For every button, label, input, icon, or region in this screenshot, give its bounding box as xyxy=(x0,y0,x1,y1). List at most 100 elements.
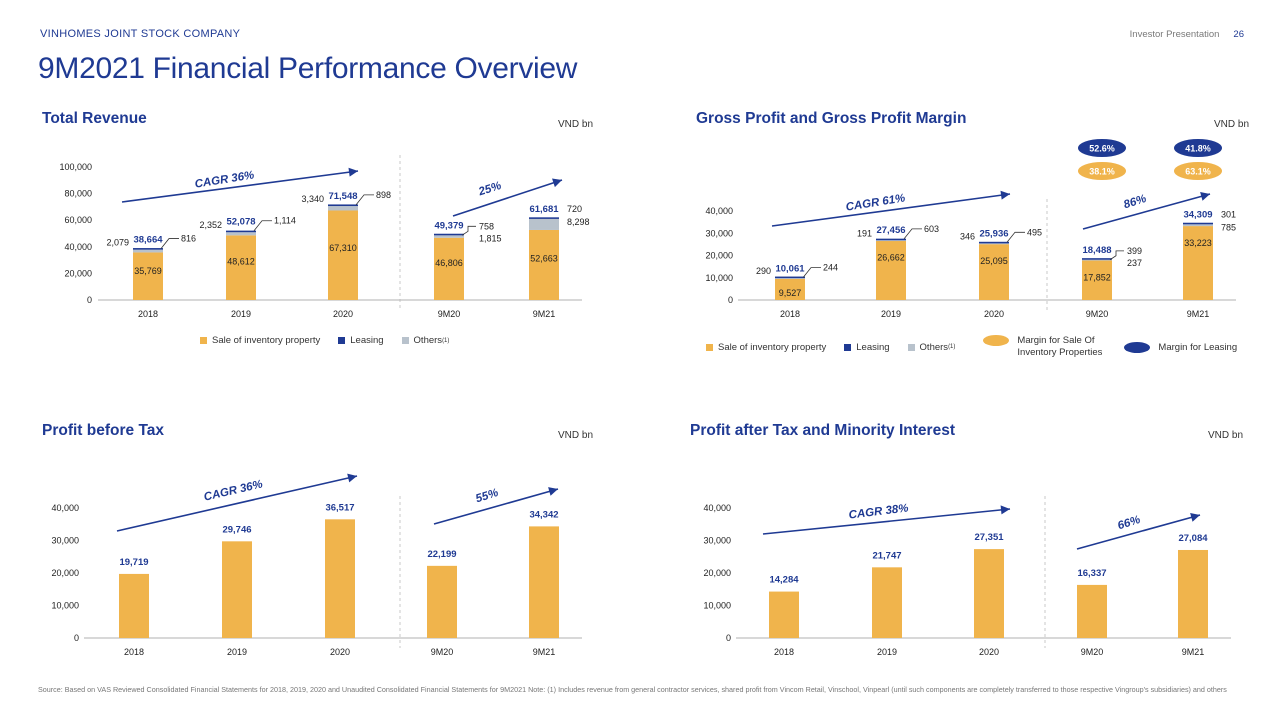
revenue-leasing-label: 1,114 xyxy=(274,216,296,226)
gross-bar-leasing xyxy=(979,241,1009,244)
pat-growth-label: 66% xyxy=(1116,514,1142,533)
revenue-total-label: 49,379 xyxy=(434,220,463,231)
pat-xtick: 9M21 xyxy=(1182,647,1205,657)
gross-title: Gross Profit and Gross Profit Margin xyxy=(696,110,967,127)
legend-leasing-swatch-2 xyxy=(844,343,852,351)
pat-ytick: 30,000 xyxy=(703,536,731,546)
pat-bar xyxy=(872,567,902,638)
revenue-total-label: 38,664 xyxy=(133,235,163,246)
pbt-xtick: 2020 xyxy=(330,647,350,657)
revenue-growth-arrow-line xyxy=(121,170,359,203)
gross-bar-leasing xyxy=(1183,222,1213,225)
gross-leasing-label: 244 xyxy=(823,263,838,273)
revenue-sale-label: 35,769 xyxy=(134,266,162,276)
gross-leasing-leader xyxy=(1109,250,1124,261)
legend-others-2: Others (1) xyxy=(907,341,956,353)
margin-leasing-oval xyxy=(1078,139,1126,157)
gross-others-label: 346 xyxy=(960,231,975,241)
gross-total-label: 34,309 xyxy=(1183,210,1212,221)
pat-bar xyxy=(1077,584,1107,638)
revenue-bar-sale xyxy=(434,237,464,300)
gross-bar-leasing xyxy=(775,276,805,279)
gross-bar-leasing xyxy=(876,238,906,241)
pat-bar xyxy=(1178,549,1208,638)
margin-sale-value: 38.1% xyxy=(1089,167,1115,177)
revenue-ytick: 40,000 xyxy=(64,242,92,252)
legend-margin-leasing: Margin for Leasing xyxy=(1124,341,1237,353)
gross-leasing-leader xyxy=(903,228,922,240)
pbt-bar xyxy=(529,526,559,638)
gross-total-label: 25,936 xyxy=(979,228,1008,239)
revenue-xtick: 2019 xyxy=(231,309,251,319)
legend-sale-2: Sale of inventory property xyxy=(706,342,826,353)
revenue-legend: Sale of inventory property Leasing Other… xyxy=(200,335,467,346)
gross-sale-label: 25,095 xyxy=(980,256,1008,266)
pbt-bar xyxy=(325,519,355,638)
legend-sale-label-2: Sale of inventory property xyxy=(718,341,827,353)
pat-ytick: 40,000 xyxy=(703,503,731,513)
pbt-growth-arrow-line xyxy=(433,488,559,525)
pbt-bar xyxy=(427,565,457,638)
gross-sale-label: 33,223 xyxy=(1184,238,1212,248)
gross-leasing-leader xyxy=(1006,231,1025,243)
pat-unit: VND bn xyxy=(1208,430,1244,441)
revenue-leasing-label: 816 xyxy=(181,234,196,244)
gross-total-label: 10,061 xyxy=(775,264,805,275)
legend-sale: Sale of inventory property xyxy=(200,335,320,346)
revenue-ytick: 60,000 xyxy=(64,215,92,225)
legend-leasing-label: Leasing xyxy=(350,335,384,346)
presentation-name: Investor Presentation xyxy=(1129,29,1220,40)
legend-margin-sale-line1: Margin for Sale Of xyxy=(1017,335,1095,346)
pat-ytick: 20,000 xyxy=(703,568,731,578)
revenue-total-label: 71,548 xyxy=(328,191,357,202)
revenue-others-label: 3,340 xyxy=(301,194,324,204)
legend-others-label-2: Others xyxy=(919,341,949,353)
revenue-xtick: 2018 xyxy=(138,309,158,319)
revenue-bar-leasing xyxy=(133,248,163,250)
gross-growth-arrow-head xyxy=(1000,190,1010,200)
gross-xtick: 2020 xyxy=(984,309,1004,319)
gross-growth-arrow-head xyxy=(1200,192,1210,201)
pat-bar xyxy=(769,591,799,638)
gross-growth-label: 86% xyxy=(1122,193,1148,212)
legend-margin-sale-swatch xyxy=(983,335,1010,346)
legend-leasing: Leasing xyxy=(338,335,384,346)
pat-ytick: 10,000 xyxy=(703,601,731,611)
gross-sale-label: 26,662 xyxy=(877,253,905,263)
gross-bar-others xyxy=(979,243,1009,245)
legend-others-sup-2: (1) xyxy=(948,344,956,350)
revenue-leasing-leader xyxy=(253,220,272,231)
margin-sale-oval xyxy=(1174,162,1222,180)
revenue-bar-others xyxy=(133,249,163,253)
margin-leasing-value: 41.8% xyxy=(1185,144,1211,154)
gross-bar-others xyxy=(1082,259,1112,261)
pbt-value-label: 22,199 xyxy=(427,549,456,560)
pat-growth-label: CAGR 38% xyxy=(848,502,909,521)
revenue-leasing-label: 720 xyxy=(567,204,582,214)
pbt-value-label: 34,342 xyxy=(529,509,558,520)
gross-total-label: 18,488 xyxy=(1082,245,1111,256)
gross-growth-arrow-line xyxy=(771,193,1011,227)
revenue-bar-others xyxy=(529,218,559,230)
revenue-leasing-label: 898 xyxy=(376,190,391,200)
margin-sale-value: 63.1% xyxy=(1185,167,1211,177)
gross-unit: VND bn xyxy=(1214,119,1250,130)
revenue-title: Total Revenue xyxy=(42,110,147,127)
legend-margin-leasing-swatch xyxy=(1124,341,1151,353)
gross-ytick: 10,000 xyxy=(705,273,733,283)
gross-bar-others xyxy=(1183,224,1213,227)
revenue-sale-label: 67,310 xyxy=(329,243,357,253)
gross-bar-others xyxy=(775,278,805,279)
pbt-value-label: 36,517 xyxy=(325,502,354,513)
revenue-others-label: 2,352 xyxy=(199,220,222,230)
pbt-ytick: 30,000 xyxy=(51,536,79,546)
gross-leasing-label: 301 xyxy=(1221,210,1236,220)
revenue-growth-arrow-head xyxy=(348,167,358,177)
company-name: VINHOMES JOINT STOCK COMPANY xyxy=(40,28,241,40)
presentation-label: Investor Presentation 26 xyxy=(1130,29,1244,40)
revenue-bar-leasing xyxy=(328,204,358,207)
gross-leasing-label: 399 xyxy=(1127,246,1142,256)
gross-leasing-label: 495 xyxy=(1027,227,1042,237)
gross-ytick: 30,000 xyxy=(705,228,733,238)
revenue-xtick: 9M20 xyxy=(438,309,461,319)
